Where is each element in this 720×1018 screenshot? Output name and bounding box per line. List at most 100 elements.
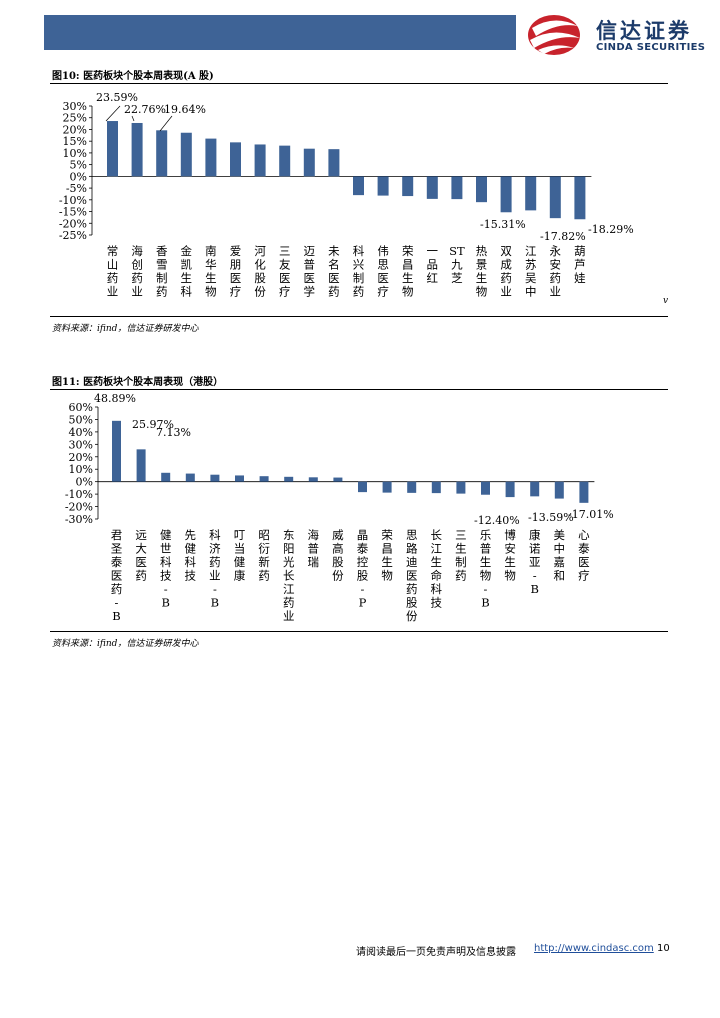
bar (107, 121, 118, 177)
bar (525, 176, 537, 211)
logo-english-text: CINDA SECURITIES (596, 42, 706, 53)
figure10-top-rule (50, 83, 668, 84)
figure10-source: 资料来源：ifind，信达证券研发中心 (52, 324, 199, 334)
data-label-leader (159, 115, 173, 132)
category-label: 先健科技 (185, 528, 197, 583)
bar (382, 481, 392, 493)
bar (112, 420, 121, 482)
y-tick-label: 0% (70, 170, 87, 183)
category-label: 双成药业 (500, 244, 512, 299)
data-label: -13.59% (528, 511, 574, 524)
bar (156, 130, 168, 177)
bar (210, 474, 220, 482)
bar (549, 176, 561, 219)
data-label: -17.01% (568, 508, 614, 521)
category-label: 葫芦娃 (574, 244, 586, 285)
bar (308, 477, 318, 482)
y-tick-label: 0% (76, 476, 93, 489)
category-label: 南华生物 (205, 244, 217, 299)
data-label: 7.13% (156, 426, 191, 439)
bar (131, 122, 143, 177)
bar (451, 176, 463, 200)
bar (476, 176, 487, 203)
category-label: 海普瑞 (308, 528, 320, 569)
y-tick-label: 30% (63, 100, 87, 113)
figure10-stray-mark: v (663, 296, 669, 306)
y-tick-label: 10% (69, 463, 93, 476)
data-label-leader (105, 105, 121, 122)
category-label: 迈普医学 (304, 244, 316, 299)
header-bar (44, 15, 516, 50)
bar (431, 481, 441, 494)
bar (358, 481, 367, 493)
category-label: 科兴制药 (353, 244, 365, 299)
bar (284, 476, 294, 482)
bar (303, 148, 315, 177)
bar (328, 149, 340, 177)
category-label: 博安生物 (504, 528, 516, 583)
bar (402, 176, 414, 197)
category-label: 长江生命科技 (431, 528, 443, 610)
figure11-top-rule (50, 389, 668, 390)
y-tick-label: 25% (63, 112, 87, 125)
y-tick-label: -5% (66, 182, 87, 195)
y-tick-label: 50% (69, 413, 93, 426)
category-label: 一品红 (427, 244, 439, 285)
bar (205, 138, 217, 177)
y-tick-label: -10% (59, 194, 87, 207)
bar (279, 145, 291, 177)
data-label: -12.40% (474, 514, 520, 527)
data-label: 23.59% (96, 91, 138, 104)
bar (230, 142, 241, 177)
y-tick-label: 10% (63, 147, 87, 160)
bar (254, 144, 266, 177)
footer-disclaimer: 请阅读最后一页免责声明及信息披露 (356, 947, 516, 958)
bar (505, 481, 515, 498)
cinda-logo-icon (528, 15, 580, 55)
category-label: 荣昌生物 (402, 244, 414, 299)
bar (161, 472, 171, 482)
bar (579, 481, 589, 503)
figure11-title: 图11: 医药板块个股本周表现（港股） (52, 377, 224, 388)
bar (481, 481, 490, 495)
bar (180, 132, 192, 177)
y-tick-label: 30% (69, 438, 93, 451)
category-label: 心泰医疗 (578, 528, 590, 583)
category-label: 爱朋医疗 (230, 244, 242, 299)
footer-website-link[interactable]: http://www.cindasc.com (534, 943, 654, 954)
category-label: 东阳光长江药业 (283, 528, 295, 623)
category-label: 健世科技-B (160, 528, 172, 610)
category-label: 常山药业 (107, 244, 119, 299)
y-tick-label: -10% (65, 488, 93, 501)
bar (259, 476, 269, 482)
bar (377, 176, 389, 196)
data-label: 48.89% (94, 392, 136, 405)
bar (456, 481, 466, 494)
figure11-bottom-rule (50, 631, 668, 632)
category-label: 远大医药 (135, 528, 147, 583)
figure10-title: 图10: 医药板块个股本周表现(A 股) (52, 71, 214, 82)
y-tick-label: 40% (69, 426, 93, 439)
cinda-logo: 信达证券 CINDA SECURITIES (524, 10, 706, 58)
category-label: 河化股份 (254, 244, 266, 299)
y-tick-label: -30% (65, 513, 93, 526)
category-label: 康诺亚-B (529, 528, 541, 596)
logo-chinese-text: 信达证券 (596, 19, 692, 43)
category-label: 热景生物 (476, 244, 488, 299)
category-label: 海创药业 (131, 244, 143, 299)
figure11-source: 资料来源：ifind，信达证券研发中心 (52, 639, 199, 649)
y-tick-label: 60% (69, 401, 93, 414)
y-tick-label: -25% (59, 229, 87, 242)
category-label: 三友医疗 (279, 244, 291, 299)
data-label: -18.29% (588, 223, 634, 236)
y-tick-label: -15% (59, 206, 87, 219)
y-tick-label: 20% (69, 451, 93, 464)
category-label: 晶泰控股-P (357, 528, 369, 610)
category-label: 未名医药 (328, 244, 340, 299)
category-label: 江苏吴中 (525, 244, 537, 299)
category-label: 君圣泰医药-B (111, 528, 123, 623)
figure10-chart: 30%25%20%15%10%5%0%-5%-10%-15%-20%-25% 常山… (59, 91, 634, 299)
bar (426, 176, 438, 199)
y-tick-label: 5% (70, 159, 87, 172)
bar (407, 481, 417, 493)
